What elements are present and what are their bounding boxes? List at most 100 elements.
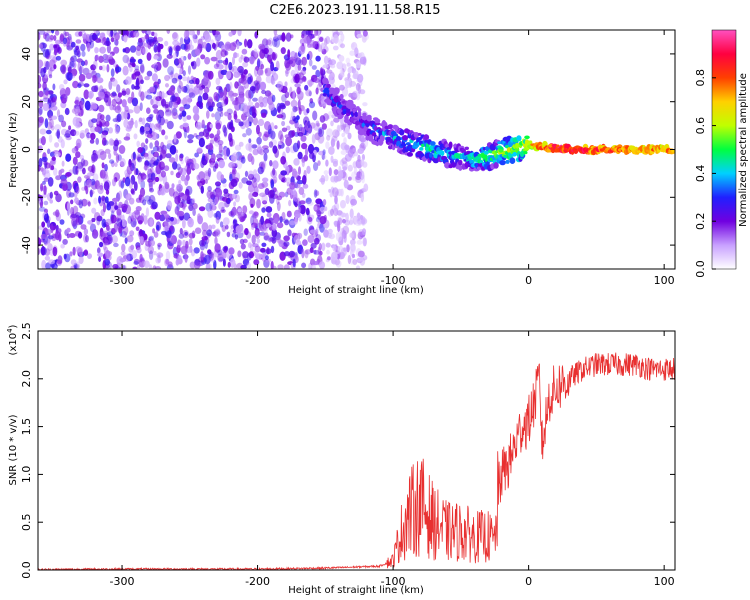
noise-blob bbox=[258, 43, 265, 50]
noise-blob bbox=[256, 198, 261, 209]
noise-blob bbox=[138, 37, 143, 43]
colorbar: 0.0 0.2 0.4 0.6 0.8 Normalized spectral ampl… bbox=[694, 29, 749, 278]
noise-blob bbox=[142, 199, 147, 206]
noise-blob bbox=[252, 111, 257, 119]
noise-blob bbox=[116, 255, 124, 266]
noise-blob bbox=[328, 74, 333, 81]
noise-blob bbox=[347, 66, 353, 74]
noise-blob bbox=[204, 79, 211, 89]
noise-blob bbox=[243, 69, 248, 75]
noise-blob bbox=[268, 141, 274, 148]
noise-blob bbox=[78, 74, 86, 82]
noise-blob bbox=[99, 65, 103, 71]
noise-blob bbox=[113, 242, 119, 248]
noise-blob bbox=[43, 213, 50, 222]
noise-blob bbox=[165, 250, 171, 261]
noise-blob bbox=[302, 175, 307, 185]
noise-blob bbox=[179, 37, 184, 45]
noise-blob bbox=[55, 175, 61, 181]
noise-blob bbox=[239, 238, 245, 245]
noise-blob bbox=[89, 189, 95, 195]
noise-blob bbox=[358, 257, 364, 262]
noise-blob bbox=[319, 216, 327, 225]
snr-panel: -300 -200 -100 0 100 0.0 0.5 1.0 1.5 2.0 2.5 Heig… bbox=[6, 322, 676, 596]
noise-blob bbox=[322, 199, 327, 206]
noise-blob bbox=[308, 90, 312, 97]
noise-blob bbox=[106, 224, 110, 232]
x-tick-label: 100 bbox=[654, 274, 675, 287]
noise-blob bbox=[103, 140, 109, 146]
noise-blob bbox=[294, 182, 301, 189]
noise-blob bbox=[263, 148, 270, 154]
noise-blob bbox=[144, 160, 150, 167]
noise-blob bbox=[148, 180, 153, 187]
ridge-blob bbox=[493, 162, 499, 169]
noise-blob bbox=[264, 131, 270, 138]
noise-blob bbox=[49, 191, 53, 199]
noise-blob bbox=[72, 61, 77, 69]
ridge-blob bbox=[421, 143, 425, 148]
noise-blob bbox=[234, 144, 242, 151]
noise-blob bbox=[318, 261, 326, 269]
noise-blob bbox=[246, 252, 252, 261]
noise-blob bbox=[223, 247, 228, 254]
noise-blob bbox=[195, 78, 200, 85]
ridge-blob bbox=[445, 143, 450, 148]
noise-blob bbox=[105, 218, 112, 226]
noise-blob bbox=[292, 106, 298, 113]
noise-blob bbox=[153, 43, 158, 53]
noise-blob bbox=[363, 183, 369, 192]
noise-blob bbox=[68, 125, 72, 130]
noise-blob bbox=[248, 242, 252, 249]
noise-blob bbox=[333, 34, 339, 44]
noise-blob bbox=[231, 193, 238, 199]
noise-blob bbox=[231, 168, 237, 175]
noise-blob bbox=[194, 152, 200, 158]
noise-blob bbox=[207, 185, 212, 192]
noise-blob bbox=[124, 47, 131, 54]
noise-blob bbox=[126, 57, 131, 65]
noise-blob bbox=[264, 67, 272, 77]
noise-blob bbox=[101, 162, 105, 169]
noise-blob bbox=[150, 98, 154, 106]
noise-blob bbox=[343, 179, 349, 189]
noise-blob bbox=[312, 261, 319, 266]
noise-blob bbox=[54, 142, 60, 148]
noise-blob bbox=[213, 92, 219, 101]
noise-blob bbox=[168, 46, 173, 56]
noise-blob bbox=[70, 41, 76, 48]
noise-blob bbox=[298, 187, 305, 195]
noise-blob bbox=[144, 195, 151, 202]
noise-blob bbox=[54, 30, 60, 36]
noise-blob bbox=[355, 91, 361, 101]
noise-blob bbox=[192, 86, 199, 96]
noise-blob bbox=[165, 104, 169, 109]
noise-blob bbox=[265, 39, 272, 46]
noise-blob bbox=[270, 260, 274, 269]
noise-blob bbox=[98, 195, 102, 204]
noise-blob bbox=[70, 206, 74, 216]
noise-blob bbox=[333, 169, 339, 176]
noise-blob bbox=[350, 257, 354, 265]
noise-blob bbox=[340, 43, 345, 49]
noise-blob bbox=[38, 106, 43, 115]
noise-blob bbox=[123, 34, 128, 43]
noise-blob bbox=[193, 247, 200, 254]
noise-blob bbox=[123, 118, 129, 128]
noise-blob bbox=[156, 252, 164, 258]
noise-blob bbox=[315, 120, 320, 126]
noise-blob bbox=[209, 133, 215, 139]
noise-blob bbox=[150, 172, 156, 181]
noise-blob bbox=[130, 174, 136, 185]
colorbar-tick-label: 0.2 bbox=[694, 212, 707, 230]
noise-blob bbox=[103, 169, 108, 180]
noise-blob bbox=[65, 172, 72, 177]
noise-blob bbox=[209, 123, 213, 129]
noise-blob bbox=[129, 230, 135, 237]
noise-blob bbox=[108, 138, 114, 146]
noise-blob bbox=[133, 85, 140, 90]
noise-blob bbox=[353, 70, 359, 79]
noise-blob bbox=[126, 164, 133, 175]
noise-blob bbox=[153, 62, 158, 69]
noise-blob bbox=[118, 201, 123, 209]
